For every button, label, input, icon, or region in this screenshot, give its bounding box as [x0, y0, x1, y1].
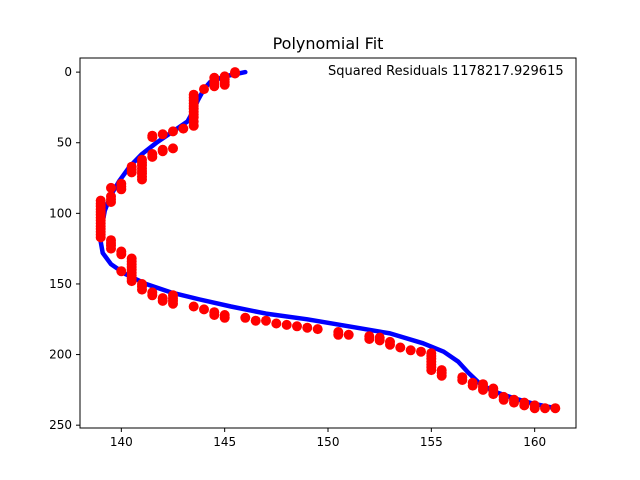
data-point — [343, 329, 354, 340]
data-point — [106, 197, 116, 207]
x-axis: 140 145 150 155 160 — [110, 428, 546, 449]
data-point — [178, 123, 189, 134]
data-point — [498, 394, 509, 405]
data-point — [209, 81, 220, 92]
data-point — [540, 403, 550, 414]
data-point — [147, 132, 158, 143]
data-point — [147, 151, 158, 162]
x-tick-label: 145 — [213, 435, 236, 449]
x-tick-label: 155 — [420, 435, 443, 449]
data-point — [209, 310, 220, 320]
data-point — [157, 129, 168, 140]
data-point — [230, 68, 240, 79]
data-point — [106, 243, 116, 254]
data-point — [188, 120, 199, 131]
data-point — [95, 232, 106, 243]
data-point — [457, 375, 468, 385]
data-point — [157, 295, 168, 306]
data-point — [126, 276, 137, 287]
data-point — [312, 324, 323, 335]
data-point — [199, 84, 209, 95]
data-point — [426, 365, 437, 376]
y-tick-label: 0 — [64, 65, 72, 79]
chart-title: Polynomial Fit — [273, 34, 384, 53]
data-point — [488, 389, 499, 400]
y-tick-label: 250 — [49, 418, 72, 432]
data-point — [292, 321, 302, 332]
y-axis: 0 50 100 150 200 250 — [49, 65, 80, 432]
data-point — [519, 400, 530, 411]
x-tick-label: 150 — [317, 435, 340, 449]
data-point — [509, 397, 519, 408]
data-point — [168, 143, 178, 154]
y-tick-label: 150 — [49, 277, 72, 291]
data-point — [271, 318, 282, 329]
data-point — [416, 346, 426, 357]
data-point — [199, 304, 209, 315]
data-point — [529, 403, 540, 414]
data-point — [137, 174, 147, 185]
squared-residuals-annotation: Squared Residuals 1178217.929615 — [328, 64, 564, 79]
data-point — [188, 301, 199, 312]
data-point — [116, 249, 127, 260]
data-point — [302, 322, 313, 333]
y-tick-label: 50 — [57, 136, 72, 150]
data-point — [374, 335, 385, 346]
scatter-layer — [95, 67, 561, 414]
data-point — [168, 126, 178, 137]
data-point — [281, 319, 292, 330]
data-point — [261, 315, 271, 326]
data-point — [147, 290, 158, 301]
data-point — [240, 312, 251, 323]
data-point — [467, 380, 478, 391]
data-point — [364, 334, 375, 344]
data-point — [126, 167, 137, 178]
data-point — [405, 345, 416, 356]
data-point — [219, 312, 230, 323]
data-point — [478, 384, 488, 395]
x-tick-label: 160 — [523, 435, 546, 449]
data-point — [168, 298, 178, 309]
plot-area: Squared Residuals 1178217.929615 — [79, 57, 577, 429]
data-point — [385, 339, 395, 350]
data-point — [116, 266, 127, 277]
y-tick-label: 200 — [49, 348, 72, 362]
data-point — [333, 329, 344, 340]
data-point — [219, 79, 230, 90]
data-point — [137, 284, 147, 295]
x-tick-label: 140 — [110, 435, 133, 449]
data-point — [436, 370, 447, 381]
data-point — [250, 315, 261, 326]
data-point — [106, 182, 116, 193]
data-point — [157, 144, 168, 155]
data-point — [550, 403, 561, 414]
data-point — [395, 342, 406, 353]
y-tick-label: 100 — [49, 206, 72, 220]
data-point — [116, 184, 127, 195]
